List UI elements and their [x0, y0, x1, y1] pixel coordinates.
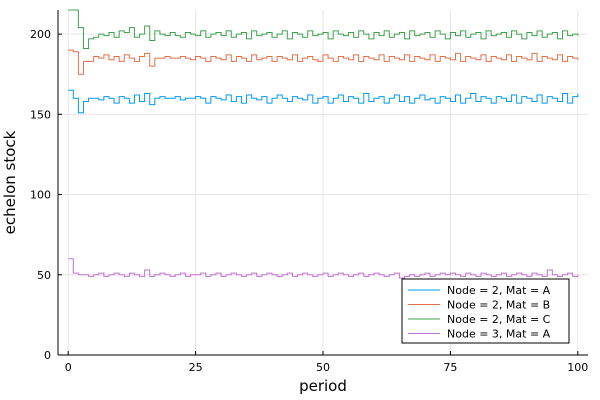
- series-line-3: [68, 258, 579, 279]
- y-tick-label-4: 200: [30, 28, 51, 41]
- legend-label-2: Node = 2, Mat = C: [447, 313, 551, 326]
- x-tick-label-2: 50: [316, 361, 330, 374]
- y-axis-title: echelon stock: [1, 130, 19, 234]
- x-tick-label-1: 25: [189, 361, 203, 374]
- legend-label-0: Node = 2, Mat = A: [447, 284, 551, 297]
- y-tick-label-0: 0: [44, 349, 51, 362]
- x-tick-label-0: 0: [65, 361, 72, 374]
- x-tick-label-3: 75: [443, 361, 457, 374]
- axes-layer: 0 25 50 75 100 0 50 100 150 200: [30, 10, 588, 374]
- y-tick-label-1: 50: [37, 269, 51, 282]
- series-line-2: [68, 9, 579, 50]
- legend-label-1: Node = 2, Mat = B: [447, 299, 550, 312]
- legend-label-3: Node = 3, Mat = A: [447, 328, 551, 341]
- y-tick-label-3: 150: [30, 108, 51, 121]
- series-line-1: [68, 49, 579, 75]
- series-line-0: [68, 89, 579, 114]
- y-tick-label-2: 100: [30, 189, 51, 202]
- x-axis-title: period: [299, 377, 347, 395]
- series-layer: [68, 9, 579, 279]
- x-tick-label-4: 100: [567, 361, 588, 374]
